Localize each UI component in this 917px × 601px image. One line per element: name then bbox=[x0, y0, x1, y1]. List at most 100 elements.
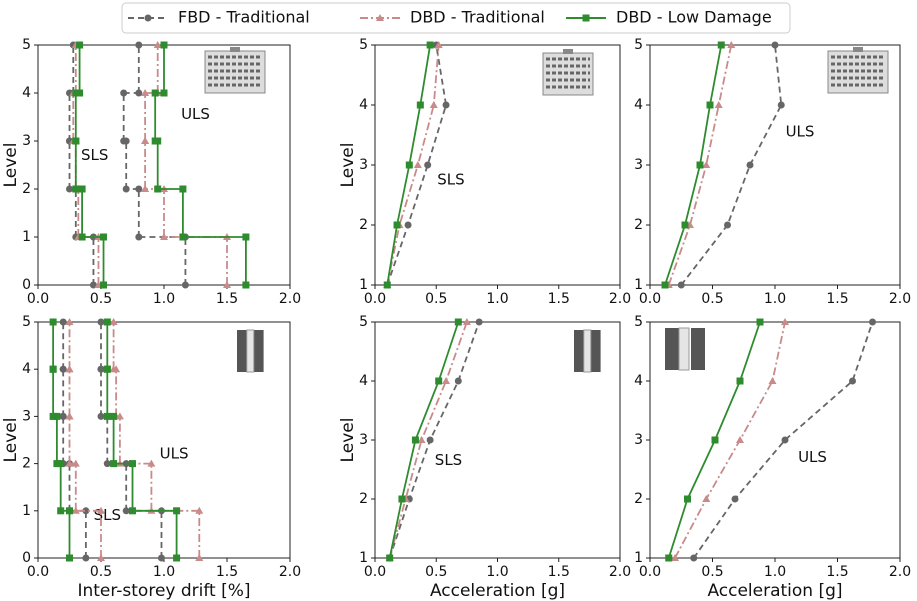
series-line bbox=[664, 44, 723, 286]
x-tick-label: 2.0 bbox=[279, 291, 301, 307]
marker bbox=[89, 281, 97, 289]
y-tick-label: 3 bbox=[634, 432, 643, 448]
marker bbox=[849, 377, 856, 385]
marker bbox=[135, 233, 143, 241]
y-tick-label: 3 bbox=[359, 157, 368, 173]
marker bbox=[376, 14, 384, 21]
y-tick-label: 2 bbox=[22, 456, 31, 472]
y-tick-label: 1 bbox=[359, 550, 368, 566]
marker bbox=[416, 101, 424, 109]
marker bbox=[665, 554, 673, 562]
marker bbox=[383, 281, 391, 289]
marker bbox=[404, 221, 412, 229]
legend-label: FBD - Traditional bbox=[178, 8, 310, 27]
marker bbox=[49, 412, 57, 420]
marker bbox=[417, 436, 426, 443]
marker bbox=[724, 221, 731, 229]
icon-roof bbox=[563, 49, 573, 54]
marker bbox=[57, 507, 65, 515]
x-tick-label: 0.5 bbox=[90, 564, 112, 580]
x-tick-label: 0.0 bbox=[639, 291, 661, 307]
marker bbox=[78, 185, 86, 193]
marker bbox=[195, 506, 204, 514]
x-tick-label: 1.5 bbox=[548, 564, 570, 580]
marker bbox=[65, 412, 74, 420]
marker bbox=[160, 233, 168, 240]
marker bbox=[71, 459, 80, 467]
x-tick-label: 1.5 bbox=[826, 291, 848, 307]
x-tick-label: 0.0 bbox=[27, 291, 49, 307]
x-tick-label: 1.0 bbox=[486, 564, 508, 580]
marker bbox=[398, 495, 406, 503]
y-axis-label: Level bbox=[1, 143, 21, 188]
marker bbox=[462, 318, 471, 325]
marker bbox=[100, 233, 108, 241]
y-tick-label: 5 bbox=[634, 314, 643, 330]
y-tick-label: 2 bbox=[22, 181, 31, 197]
marker bbox=[72, 137, 80, 145]
marker bbox=[59, 365, 67, 373]
y-tick-label: 5 bbox=[634, 37, 643, 53]
marker bbox=[702, 161, 711, 168]
x-tick-label: 0.5 bbox=[701, 564, 723, 580]
marker bbox=[435, 377, 443, 385]
y-tick-label: 2 bbox=[359, 217, 368, 233]
x-tick-label: 1.5 bbox=[216, 291, 238, 307]
icon-wall bbox=[237, 330, 247, 372]
marker bbox=[242, 233, 250, 241]
building-icon bbox=[574, 329, 601, 373]
marker bbox=[66, 507, 73, 515]
y-tick-label: 1 bbox=[22, 503, 31, 519]
marker bbox=[78, 233, 86, 241]
y-tick-label: 2 bbox=[359, 491, 368, 507]
marker bbox=[110, 460, 118, 468]
marker bbox=[173, 507, 181, 515]
marker bbox=[141, 89, 150, 96]
marker bbox=[49, 318, 57, 326]
x-tick-label: 0.5 bbox=[701, 291, 723, 307]
marker bbox=[429, 101, 438, 108]
marker bbox=[144, 14, 152, 22]
y-tick-label: 4 bbox=[359, 373, 368, 389]
y-tick-label: 3 bbox=[359, 432, 368, 448]
marker bbox=[771, 41, 779, 49]
annotation: SLS bbox=[437, 171, 464, 189]
icon-wall bbox=[253, 330, 264, 372]
building-icon bbox=[542, 49, 594, 96]
x-tick-label: 2.0 bbox=[609, 564, 631, 580]
marker bbox=[242, 281, 250, 289]
marker bbox=[76, 41, 84, 49]
annotation: ULS bbox=[786, 123, 815, 141]
marker bbox=[147, 459, 156, 467]
x-tick-label: 0.5 bbox=[90, 291, 112, 307]
marker bbox=[57, 460, 65, 468]
x-tick-label: 2.0 bbox=[889, 564, 911, 580]
marker bbox=[706, 101, 714, 109]
x-tick-label: 0.0 bbox=[639, 564, 661, 580]
icon-wall bbox=[574, 330, 584, 372]
series-line bbox=[388, 321, 480, 559]
marker bbox=[82, 507, 90, 515]
marker bbox=[97, 365, 105, 373]
marker bbox=[195, 554, 204, 561]
marker bbox=[681, 221, 689, 229]
marker bbox=[59, 412, 67, 420]
series-line bbox=[386, 44, 447, 286]
marker bbox=[179, 185, 187, 193]
marker bbox=[454, 377, 462, 385]
marker bbox=[120, 137, 128, 145]
y-tick-label: 3 bbox=[22, 133, 31, 149]
marker bbox=[731, 495, 739, 503]
y-tick-label: 3 bbox=[22, 408, 31, 424]
marker bbox=[781, 436, 789, 444]
marker bbox=[97, 506, 105, 514]
marker bbox=[72, 89, 80, 97]
marker bbox=[442, 101, 450, 109]
marker bbox=[65, 459, 74, 467]
marker bbox=[411, 436, 419, 444]
annotation: SLS bbox=[435, 451, 462, 469]
marker bbox=[160, 89, 168, 97]
marker bbox=[405, 161, 413, 169]
marker bbox=[179, 233, 187, 241]
marker bbox=[122, 507, 130, 515]
